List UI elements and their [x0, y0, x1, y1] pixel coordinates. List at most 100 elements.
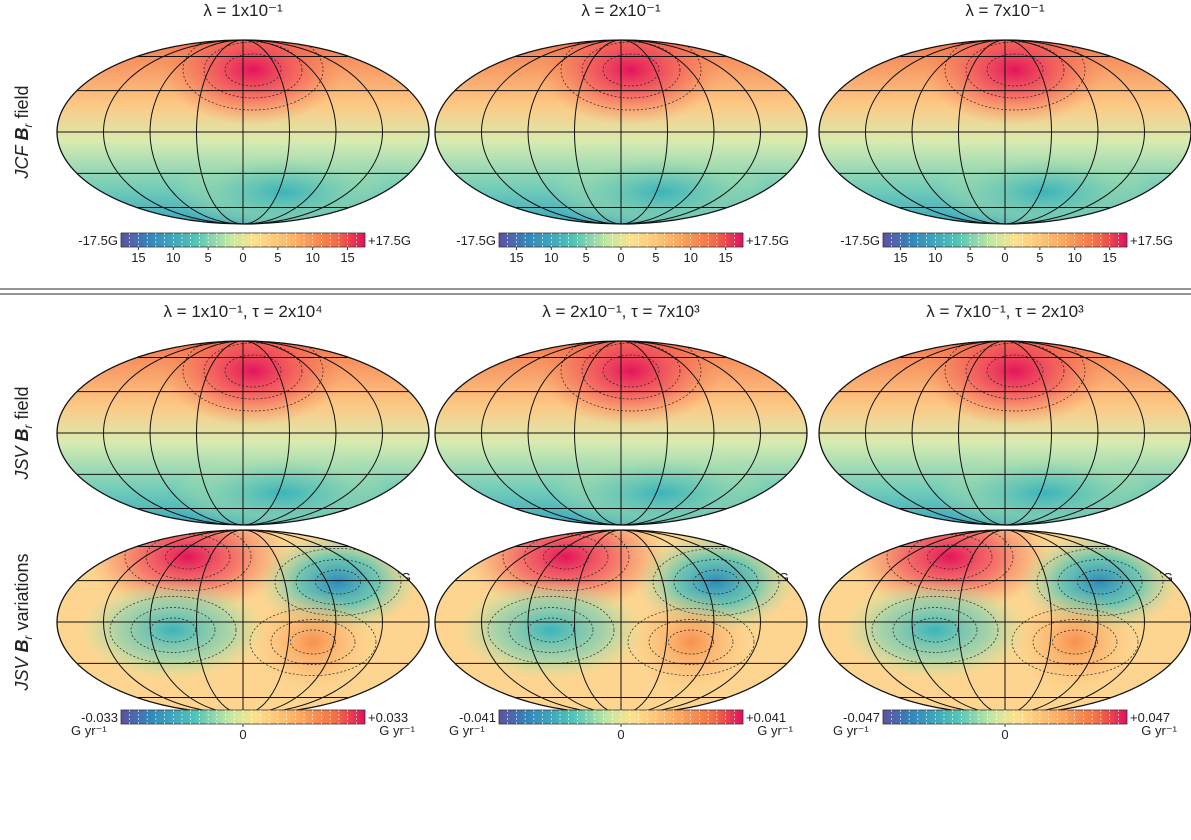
contour [673, 559, 759, 605]
contour [1032, 619, 1118, 665]
panel-title: λ = 2x10⁻¹, τ = 7x10³ [542, 302, 700, 321]
map [435, 341, 807, 525]
colorbar-tick-label: 15 [718, 250, 732, 265]
row-label-suffix: variations [12, 553, 32, 635]
contour [145, 534, 231, 580]
map-blob [456, 580, 646, 680]
row-label-subscript: r [21, 424, 35, 429]
contour [1011, 608, 1139, 676]
row-label-symbol: B [12, 429, 32, 442]
colorbar-max-label: +0.041 [746, 710, 786, 725]
colorbar-max-label: +0.047 [1130, 710, 1170, 725]
map-blob [1015, 592, 1135, 692]
contour [290, 629, 336, 655]
contour [508, 607, 594, 653]
colorbar-max-label: +17.5G [368, 233, 411, 248]
row-label: JSV Br variations [12, 553, 35, 691]
contour [528, 617, 574, 643]
colorbar-tick-label: 10 [928, 250, 942, 265]
contour [502, 530, 630, 591]
colorbar-tick-label: 10 [166, 250, 180, 265]
contour [560, 341, 702, 412]
row-label-suffix: field [12, 386, 32, 424]
panel-title: λ = 1x10⁻¹ [203, 1, 283, 20]
colorbar-tick-label: 0 [617, 727, 624, 742]
map [57, 530, 429, 714]
contour [652, 548, 780, 616]
row-label: JSV Br field [12, 386, 35, 480]
colorbar [120, 709, 366, 725]
contour [124, 530, 252, 591]
contour [886, 530, 1014, 591]
colorbar-tick-label: 5 [652, 250, 659, 265]
row-label-prefix: JSV [12, 445, 32, 481]
contour [627, 608, 755, 676]
map [435, 530, 807, 714]
map [57, 341, 429, 525]
map-blob [541, 341, 721, 426]
contour [944, 40, 1086, 111]
map-blob [541, 40, 721, 125]
colorbar-tick-label: 15 [509, 250, 523, 265]
map-blob [163, 341, 343, 426]
contour [986, 53, 1044, 87]
colorbar [882, 232, 1128, 248]
colorbar-min-label: -0.047 [843, 710, 880, 725]
colorbar-tick-label: 10 [305, 250, 319, 265]
panel-title: λ = 7x10⁻¹, τ = 2x10³ [926, 302, 1084, 321]
contour [907, 534, 993, 580]
colorbar [882, 709, 1128, 725]
map-blob [925, 341, 1105, 426]
contour [182, 341, 324, 412]
contour [182, 40, 324, 111]
map [819, 341, 1191, 525]
colorbar-max-label: +17.5G [1130, 233, 1173, 248]
colorbar-tick-label: 0 [617, 250, 624, 265]
colorbar-tick-label: 10 [1067, 250, 1081, 265]
colorbar-tick-label: 5 [274, 250, 281, 265]
colorbar-unit: G yr⁻¹ [757, 723, 793, 738]
colorbar-unit: G yr⁻¹ [71, 723, 107, 738]
colorbar-tick-label: 15 [1102, 250, 1116, 265]
contour [892, 607, 978, 653]
contour [944, 341, 1086, 412]
colorbar-min-label: -0.041 [459, 710, 496, 725]
contour [295, 559, 381, 605]
contour [150, 617, 196, 643]
panel-title: λ = 7x10⁻¹ [965, 1, 1045, 20]
colorbar [498, 709, 744, 725]
colorbar-unit: G yr⁻¹ [449, 723, 485, 738]
colorbar-unit: G yr⁻¹ [833, 723, 869, 738]
contour [560, 40, 702, 111]
colorbar-tick-label: 5 [583, 250, 590, 265]
colorbar [498, 232, 744, 248]
contour [648, 619, 734, 665]
colorbar-max-label: +0.033 [368, 710, 408, 725]
contour [249, 608, 377, 676]
row-label-prefix: JCF [12, 145, 32, 180]
contour [693, 569, 739, 595]
map-blob [925, 40, 1105, 125]
contour [1036, 548, 1164, 616]
map-outline [818, 340, 1191, 526]
contour [602, 354, 660, 388]
map-blob [253, 592, 373, 692]
contour [668, 629, 714, 655]
colorbar-min-label: -17.5G [456, 233, 496, 248]
contour [130, 607, 216, 653]
colorbar-tick-label: 5 [205, 250, 212, 265]
panel-title: λ = 2x10⁻¹ [581, 1, 661, 20]
contour [1057, 559, 1143, 605]
map-outline [434, 340, 808, 526]
colorbar-tick-label: 15 [893, 250, 907, 265]
colorbar-tick-label: 10 [544, 250, 558, 265]
contour [986, 354, 1044, 388]
colorbar-tick-label: 0 [239, 727, 246, 742]
colorbar [120, 232, 366, 248]
map-blob [840, 580, 1030, 680]
map-outline [818, 39, 1191, 225]
colorbar-tick-label: 10 [683, 250, 697, 265]
row-label-subscript: r [21, 635, 35, 640]
map [57, 40, 429, 224]
